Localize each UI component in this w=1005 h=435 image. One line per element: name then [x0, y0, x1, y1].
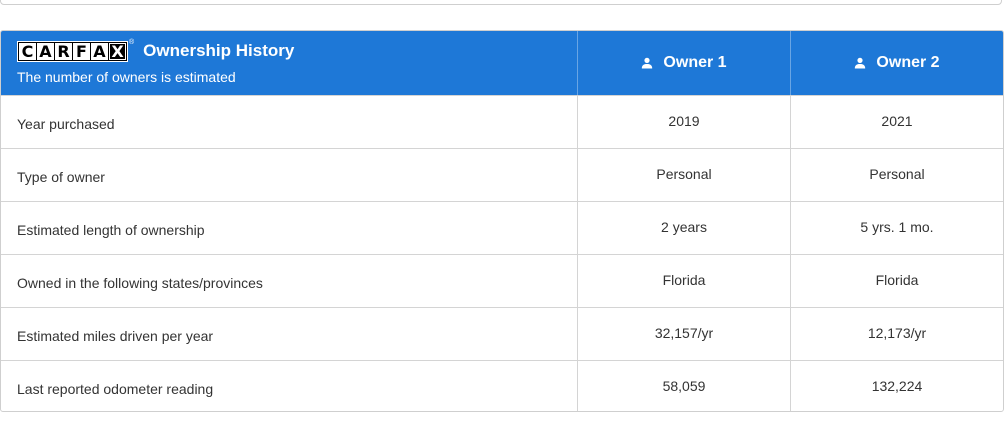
row-label: Type of owner	[1, 149, 578, 201]
owner-2-value: 132,224	[871, 378, 923, 394]
owner-2-label: Owner 2	[876, 54, 940, 71]
table-row: Estimated miles driven per year 32,157/y…	[1, 307, 1003, 360]
owner-2-header: Owner 2	[791, 31, 1003, 95]
carfax-logo: C A R F A X	[17, 41, 128, 62]
section-title: Ownership History	[143, 41, 295, 60]
owner-2-value: 12,173/yr	[867, 325, 927, 341]
previous-card-edge	[0, 0, 1002, 5]
row-label: Year purchased	[1, 96, 578, 148]
table-row: Owned in the following states/provinces …	[1, 254, 1003, 307]
brand-header-cell: C A R F A X ® Ownership History The numb…	[1, 31, 578, 95]
registered-mark: ®	[129, 39, 135, 46]
owner-1-value: 2 years	[578, 202, 791, 254]
owner-1-value: Florida	[578, 255, 791, 307]
owner-2-value: Personal	[869, 166, 925, 182]
owner-2-value: 5 yrs. 1 mo.	[860, 219, 934, 235]
table-row: Year purchased 2019 2021	[1, 95, 1003, 148]
owner-1-value: 2019	[578, 96, 791, 148]
person-icon	[855, 57, 866, 69]
owner-2-value: Florida	[875, 272, 919, 288]
table-row: Estimated length of ownership 2 years 5 …	[1, 201, 1003, 254]
owner-1-header: Owner 1	[578, 31, 791, 95]
section-subtitle: The number of owners is estimated	[17, 69, 236, 85]
table-header: C A R F A X ® Ownership History The numb…	[1, 31, 1003, 95]
row-label: Estimated length of ownership	[1, 202, 578, 254]
row-label: Estimated miles driven per year	[1, 308, 578, 360]
owner-1-value: 58,059	[578, 361, 791, 411]
owner-1-value: Personal	[578, 149, 791, 201]
person-icon	[642, 57, 653, 69]
owner-1-label: Owner 1	[663, 54, 727, 71]
owner-2-value: 2021	[881, 113, 913, 129]
row-label: Owned in the following states/provinces	[1, 255, 578, 307]
table-row: Type of owner Personal Personal	[1, 148, 1003, 201]
owner-1-value: 32,157/yr	[578, 308, 791, 360]
ownership-history-table: C A R F A X ® Ownership History The numb…	[0, 30, 1004, 412]
row-label: Last reported odometer reading	[1, 361, 578, 411]
table-row: Last reported odometer reading 58,059 13…	[1, 360, 1003, 411]
